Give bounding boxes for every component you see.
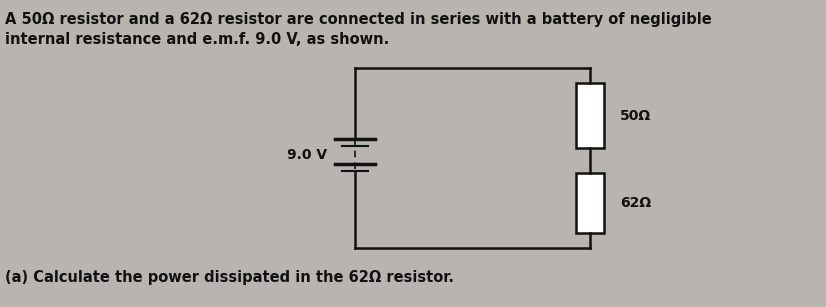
Bar <box>576 173 604 233</box>
Text: 50Ω: 50Ω <box>620 108 651 122</box>
Text: 62Ω: 62Ω <box>620 196 651 210</box>
Text: A 50Ω resistor and a 62Ω resistor are connected in series with a battery of negl: A 50Ω resistor and a 62Ω resistor are co… <box>5 12 712 27</box>
Text: internal resistance and e.m.f. 9.0 V, as shown.: internal resistance and e.m.f. 9.0 V, as… <box>5 32 389 47</box>
Text: 9.0 V: 9.0 V <box>287 148 327 162</box>
Text: (a) Calculate the power dissipated in the 62Ω resistor.: (a) Calculate the power dissipated in th… <box>5 270 454 285</box>
Bar <box>576 83 604 148</box>
